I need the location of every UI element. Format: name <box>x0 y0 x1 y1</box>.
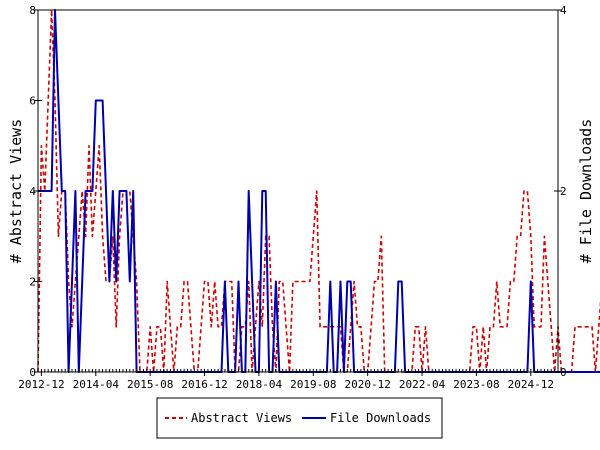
x-tick-label: 2019-08 <box>290 378 336 391</box>
y-left-tick-label: 0 <box>29 366 36 379</box>
x-tick-label: 2024-12 <box>508 378 554 391</box>
legend-box <box>156 397 443 439</box>
legend-label-file-downloads: File Downloads <box>330 411 431 425</box>
x-tick-label: 2016-12 <box>181 378 227 391</box>
x-tick-label: 2020-12 <box>344 378 390 391</box>
legend-label-abstract-views: Abstract Views <box>191 411 292 425</box>
y-right-tick-label: 4 <box>560 4 567 17</box>
y-left-tick-label: 4 <box>29 185 36 198</box>
y-left-tick-label: 8 <box>29 4 36 17</box>
x-tick-label: 2012-12 <box>18 378 64 391</box>
y-axis-right-title: # File Downloads <box>577 119 595 264</box>
y-left-tick-label: 6 <box>29 95 36 108</box>
y-right-tick-label: 2 <box>560 185 567 198</box>
y-right-tick-label: 0 <box>560 366 567 379</box>
y-left-tick-label: 2 <box>29 276 36 289</box>
x-tick-label: 2015-08 <box>127 378 173 391</box>
x-tick-label: 2018-04 <box>236 378 283 391</box>
x-tick-label: 2023-08 <box>453 378 499 391</box>
series-line-abstract-views <box>37 9 600 373</box>
x-tick-label: 2022-04 <box>399 378 446 391</box>
ticks-layer: 2012-12 2014-04 2015-08 2016-12 2018-04 2019-… <box>18 4 567 391</box>
y-axis-left-title: # Abstract Views <box>7 119 25 264</box>
x-tick-label: 2014-04 <box>73 378 120 391</box>
legend: Abstract Views File Downloads <box>156 397 443 439</box>
